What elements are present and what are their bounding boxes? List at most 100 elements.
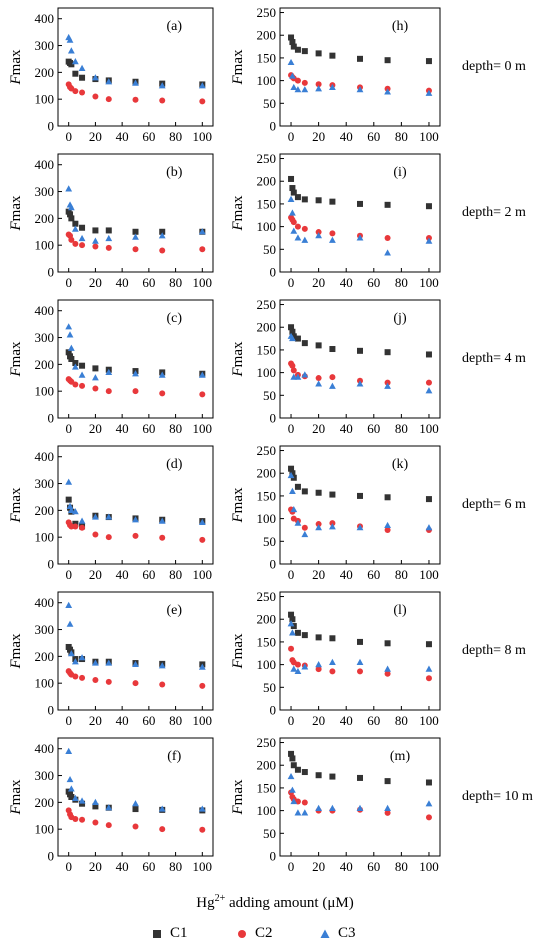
point-c3 — [425, 89, 433, 96]
point-c1 — [357, 638, 363, 645]
point-c3 — [290, 797, 298, 805]
point-c2 — [329, 230, 336, 237]
x-tick-label: 80 — [395, 713, 408, 728]
point-c1 — [329, 491, 336, 498]
depth-label-4: depth= 4 m — [462, 351, 526, 366]
y-tick-label: 0 — [270, 849, 277, 864]
point-c2 — [301, 799, 308, 806]
point-c3 — [65, 478, 73, 485]
plot-frame — [57, 299, 214, 419]
y-axis-title: Fmax — [230, 487, 246, 523]
point-c3 — [315, 524, 323, 531]
point-c3 — [92, 659, 99, 666]
x-tick-label: 100 — [193, 859, 213, 874]
point-c3 — [132, 233, 139, 240]
point-c2 — [329, 374, 336, 381]
point-c1 — [357, 492, 363, 499]
point-c3 — [198, 228, 206, 235]
x-tick-label: 0 — [288, 713, 295, 728]
y-tick-label: 400 — [35, 303, 55, 318]
point-c3 — [425, 237, 433, 244]
x-tick-label: 20 — [89, 713, 102, 728]
y-tick-label: 150 — [257, 342, 277, 357]
point-c3 — [425, 387, 433, 394]
x-tick-label: 0 — [65, 713, 72, 728]
x-tick-label: 40 — [340, 859, 353, 874]
y-tick-label: 0 — [48, 411, 55, 426]
plot-frame — [279, 7, 441, 127]
x-tick-label: 100 — [193, 713, 213, 728]
point-c1 — [288, 465, 295, 472]
y-tick-label: 250 — [257, 443, 277, 458]
point-c2 — [290, 219, 297, 226]
point-c1 — [301, 632, 308, 639]
point-c1 — [384, 349, 391, 356]
x-tick-label: 20 — [312, 129, 325, 144]
point-c3 — [66, 775, 74, 783]
point-c2 — [132, 96, 139, 103]
y-axis-title-italic: F — [8, 75, 24, 86]
point-c2 — [301, 79, 308, 86]
y-tick-label: 50 — [263, 242, 276, 257]
panel-label: (m) — [390, 749, 411, 764]
panel-label: (j) — [393, 311, 407, 326]
x-tick-label: 100 — [419, 421, 439, 436]
y-axis-title-italic: F — [230, 221, 246, 232]
point-c1 — [72, 220, 79, 227]
point-c1 — [68, 61, 75, 68]
point-c1 — [315, 772, 322, 779]
point-c1 — [384, 494, 391, 501]
y-axis-title: Fmax — [230, 633, 246, 669]
point-c2 — [199, 682, 206, 689]
point-c3 — [290, 83, 298, 91]
point-c3 — [198, 805, 206, 812]
point-c1 — [289, 39, 296, 46]
point-c3 — [329, 523, 336, 530]
plot-frame — [279, 737, 441, 857]
point-c3 — [65, 747, 73, 755]
point-c1 — [315, 489, 322, 496]
depth-label-8: depth= 8 m — [462, 643, 526, 658]
point-c2 — [425, 379, 432, 386]
panel-l: 0 50 100 150 200 250 0 20 40 60 80 100 Fmax (l) — [230, 589, 441, 728]
point-c3 — [66, 331, 74, 338]
point-c3 — [384, 249, 391, 256]
y-axis-title: Fmax — [230, 195, 246, 231]
point-c3 — [301, 663, 309, 670]
x-tick-label: 40 — [340, 275, 353, 290]
point-c2 — [294, 77, 301, 84]
x-tick-label: 80 — [395, 129, 408, 144]
y-axis-title: Fmax — [8, 779, 24, 815]
x-tick-label: 20 — [89, 275, 102, 290]
point-c1 — [289, 755, 296, 762]
point-c2 — [72, 88, 79, 95]
point-c2 — [425, 814, 432, 821]
y-tick-label: 200 — [35, 503, 55, 518]
point-c3 — [67, 344, 75, 351]
y-axis-title: Fmax — [230, 49, 246, 85]
point-c1 — [294, 766, 301, 773]
y-tick-label: 250 — [257, 297, 277, 312]
x-tick-label: 0 — [65, 275, 72, 290]
point-c3 — [315, 804, 323, 811]
y-tick-label: 100 — [257, 365, 277, 380]
point-c3 — [356, 234, 364, 241]
point-c3 — [198, 371, 206, 378]
point-c1 — [68, 215, 75, 222]
y-tick-label: 100 — [257, 657, 277, 672]
point-c3 — [66, 502, 74, 509]
x-tick-label: 40 — [340, 129, 353, 144]
point-c1 — [132, 806, 139, 813]
y-axis-title: Fmax — [230, 779, 246, 815]
point-c2 — [384, 809, 391, 816]
x-tick-label: 80 — [169, 421, 182, 436]
plot-frame — [279, 299, 441, 419]
point-c3 — [289, 72, 296, 79]
point-c1 — [289, 616, 296, 623]
x-tick-label: 0 — [288, 275, 295, 290]
point-c3 — [92, 374, 99, 381]
point-c3 — [287, 195, 295, 202]
y-tick-label: 300 — [35, 768, 55, 783]
y-axis-title-italic: F — [230, 805, 246, 816]
point-c2 — [132, 680, 139, 687]
